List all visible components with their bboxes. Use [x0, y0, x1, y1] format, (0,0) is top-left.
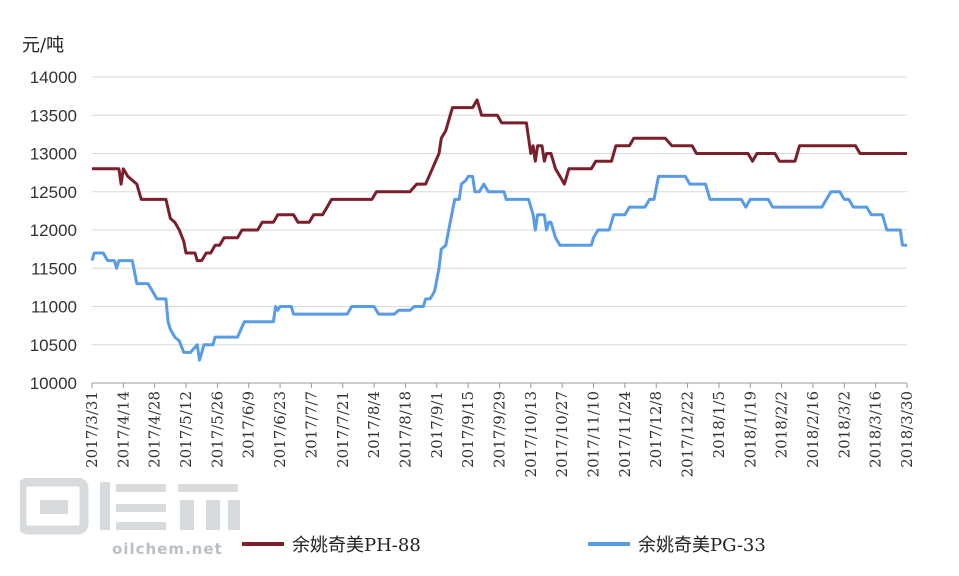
x-tick-label: 2017/12/8 — [647, 391, 665, 468]
x-tick-label: 2018/3/2 — [835, 391, 853, 458]
y-tick-label: 10500 — [30, 336, 77, 355]
x-tick-label: 2017/10/13 — [522, 391, 540, 477]
x-tick-label: 2018/3/30 — [898, 391, 916, 468]
x-tick-label: 2017/4/28 — [146, 391, 164, 468]
y-axis-ticks: 10000 10500 11000 11500 12000 12500 13000 13500… — [30, 68, 77, 393]
x-tick-label: 2018/1/19 — [741, 391, 759, 468]
x-tick-label: 2017/5/26 — [208, 391, 226, 468]
x-tick-label: 2017/7/21 — [334, 391, 352, 468]
x-tick-label: 2017/9/29 — [491, 391, 509, 468]
x-tick-label: 2017/6/23 — [271, 391, 289, 468]
x-tick-label: 2017/5/12 — [177, 391, 195, 468]
x-tick-label: 2018/1/5 — [710, 391, 728, 458]
x-tick-label: 2017/11/10 — [585, 391, 603, 477]
legend-item-ph88: 余姚奇美PH-88 — [242, 531, 421, 557]
y-tick-label: 11500 — [31, 259, 77, 278]
y-tick-label: 13000 — [30, 145, 77, 164]
y-axis-unit-label: 元/吨 — [22, 35, 65, 56]
x-tick-label: 2017/3/31 — [83, 391, 101, 468]
legend-swatch-pg33 — [588, 542, 630, 546]
series-line-ph88 — [92, 98, 907, 263]
x-tick-label: 2017/9/1 — [428, 391, 446, 458]
x-tick-label: 2018/2/2 — [773, 391, 791, 458]
x-tick-label: 2017/8/18 — [396, 391, 414, 468]
y-tick-label: 11000 — [31, 298, 77, 317]
x-tick-label: 2017/6/9 — [240, 391, 258, 458]
watermark-logo — [20, 478, 240, 535]
y-tick-label: 10000 — [30, 374, 77, 393]
x-tick-label: 2018/3/16 — [867, 391, 885, 468]
x-tick-label: 2017/10/27 — [553, 391, 571, 477]
watermark-text: oilchem.net — [112, 540, 223, 558]
x-axis-ticks: 2017/3/31 2017/4/14 2017/4/28 2017/5/12 2017… — [83, 383, 916, 477]
series-line-pg33 — [90, 174, 907, 362]
y-tick-label: 12500 — [30, 183, 77, 202]
y-tick-label: 14000 — [30, 68, 77, 87]
x-tick-label: 2017/7/7 — [302, 391, 320, 458]
y-tick-label: 12000 — [30, 221, 77, 240]
legend-swatch-ph88 — [242, 542, 284, 546]
x-tick-label: 2017/8/4 — [365, 391, 383, 458]
legend-label-ph88: 余姚奇美PH-88 — [292, 535, 421, 556]
x-tick-label: 2017/11/24 — [616, 391, 634, 477]
y-tick-label: 13500 — [30, 106, 77, 125]
x-tick-label: 2017/9/15 — [459, 391, 477, 468]
x-tick-label: 2017/4/14 — [114, 391, 132, 468]
x-tick-label: 2018/2/16 — [804, 391, 822, 468]
series-lines — [90, 98, 907, 362]
legend-label-pg33: 余姚奇美PG-33 — [638, 535, 766, 556]
legend-item-pg33: 余姚奇美PG-33 — [588, 531, 766, 557]
x-tick-label: 2017/12/22 — [679, 391, 697, 477]
